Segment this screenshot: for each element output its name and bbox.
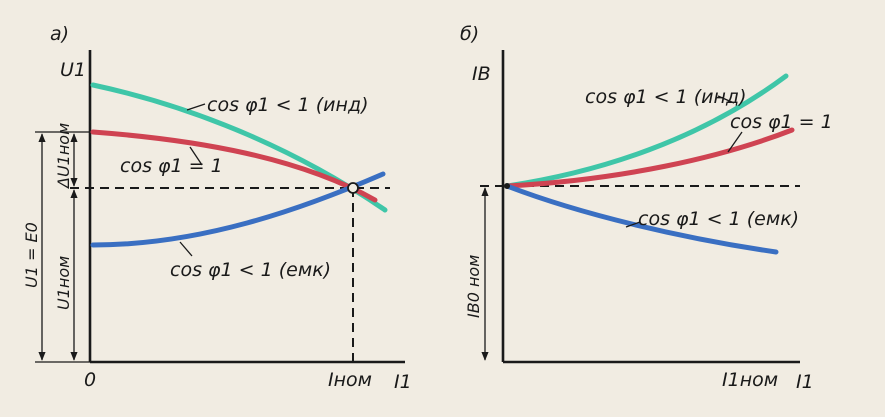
panel-b-leader-inductive [717,95,735,104]
panel-a-leader-unity [189,146,203,166]
panel-a-label-unity: cos φ1 = 1 [120,155,223,177]
panel-a: а) U1 I1 0 Iном U1 = E0 U1ном ΔU1ном cos… [22,23,412,393]
panel-a-x-axis-label: I1 [394,371,412,393]
panel-a-y-axis-label: U1 [60,59,86,81]
panel-b-leader-capacitive [625,221,641,228]
panel-b-x-mark: I1ном [722,369,778,391]
panel-b-y-axis-label: IB [472,63,491,85]
panel-b-curve-unity [504,127,795,189]
panel-a-leader-capacitive [179,241,193,257]
panel-a-label: а) [50,23,69,45]
panel-a-dim-nom-label: U1ном [54,256,73,310]
panel-b-leader-unity [727,131,743,153]
panel-a-leader-inductive [186,103,206,111]
panel-a-origin: 0 [84,369,96,391]
panel-a-dim-total-label: U1 = E0 [22,222,41,288]
panel-a-dim-delta-label: ΔU1ном [54,123,73,190]
panel-a-label-capacitive: cos φ1 < 1 (емк) [170,259,331,281]
panel-b-label-unity: cos φ1 = 1 [730,111,833,133]
panel-a-label-inductive: cos φ1 < 1 (инд) [207,94,369,116]
panel-b-dim-nom-label: IB0 ном [464,255,483,318]
panel-b-curve-inductive [504,73,789,189]
panel-a-curve-unity [90,129,378,203]
panel-b-x-axis-label: I1 [796,371,814,393]
panel-b-label-inductive: cos φ1 < 1 (инд) [585,86,747,108]
panel-a-nominal-point [347,182,359,194]
panel-b: б) IB I1 I1ном IB0 ном cos φ1 < 1 (инд) … [460,23,833,393]
panel-b-label-capacitive: cos φ1 < 1 (емк) [638,208,799,230]
panel-b-origin-point [504,183,510,189]
panel-a-x-mark: Iном [328,369,372,391]
panel-b-label: б) [460,23,479,45]
